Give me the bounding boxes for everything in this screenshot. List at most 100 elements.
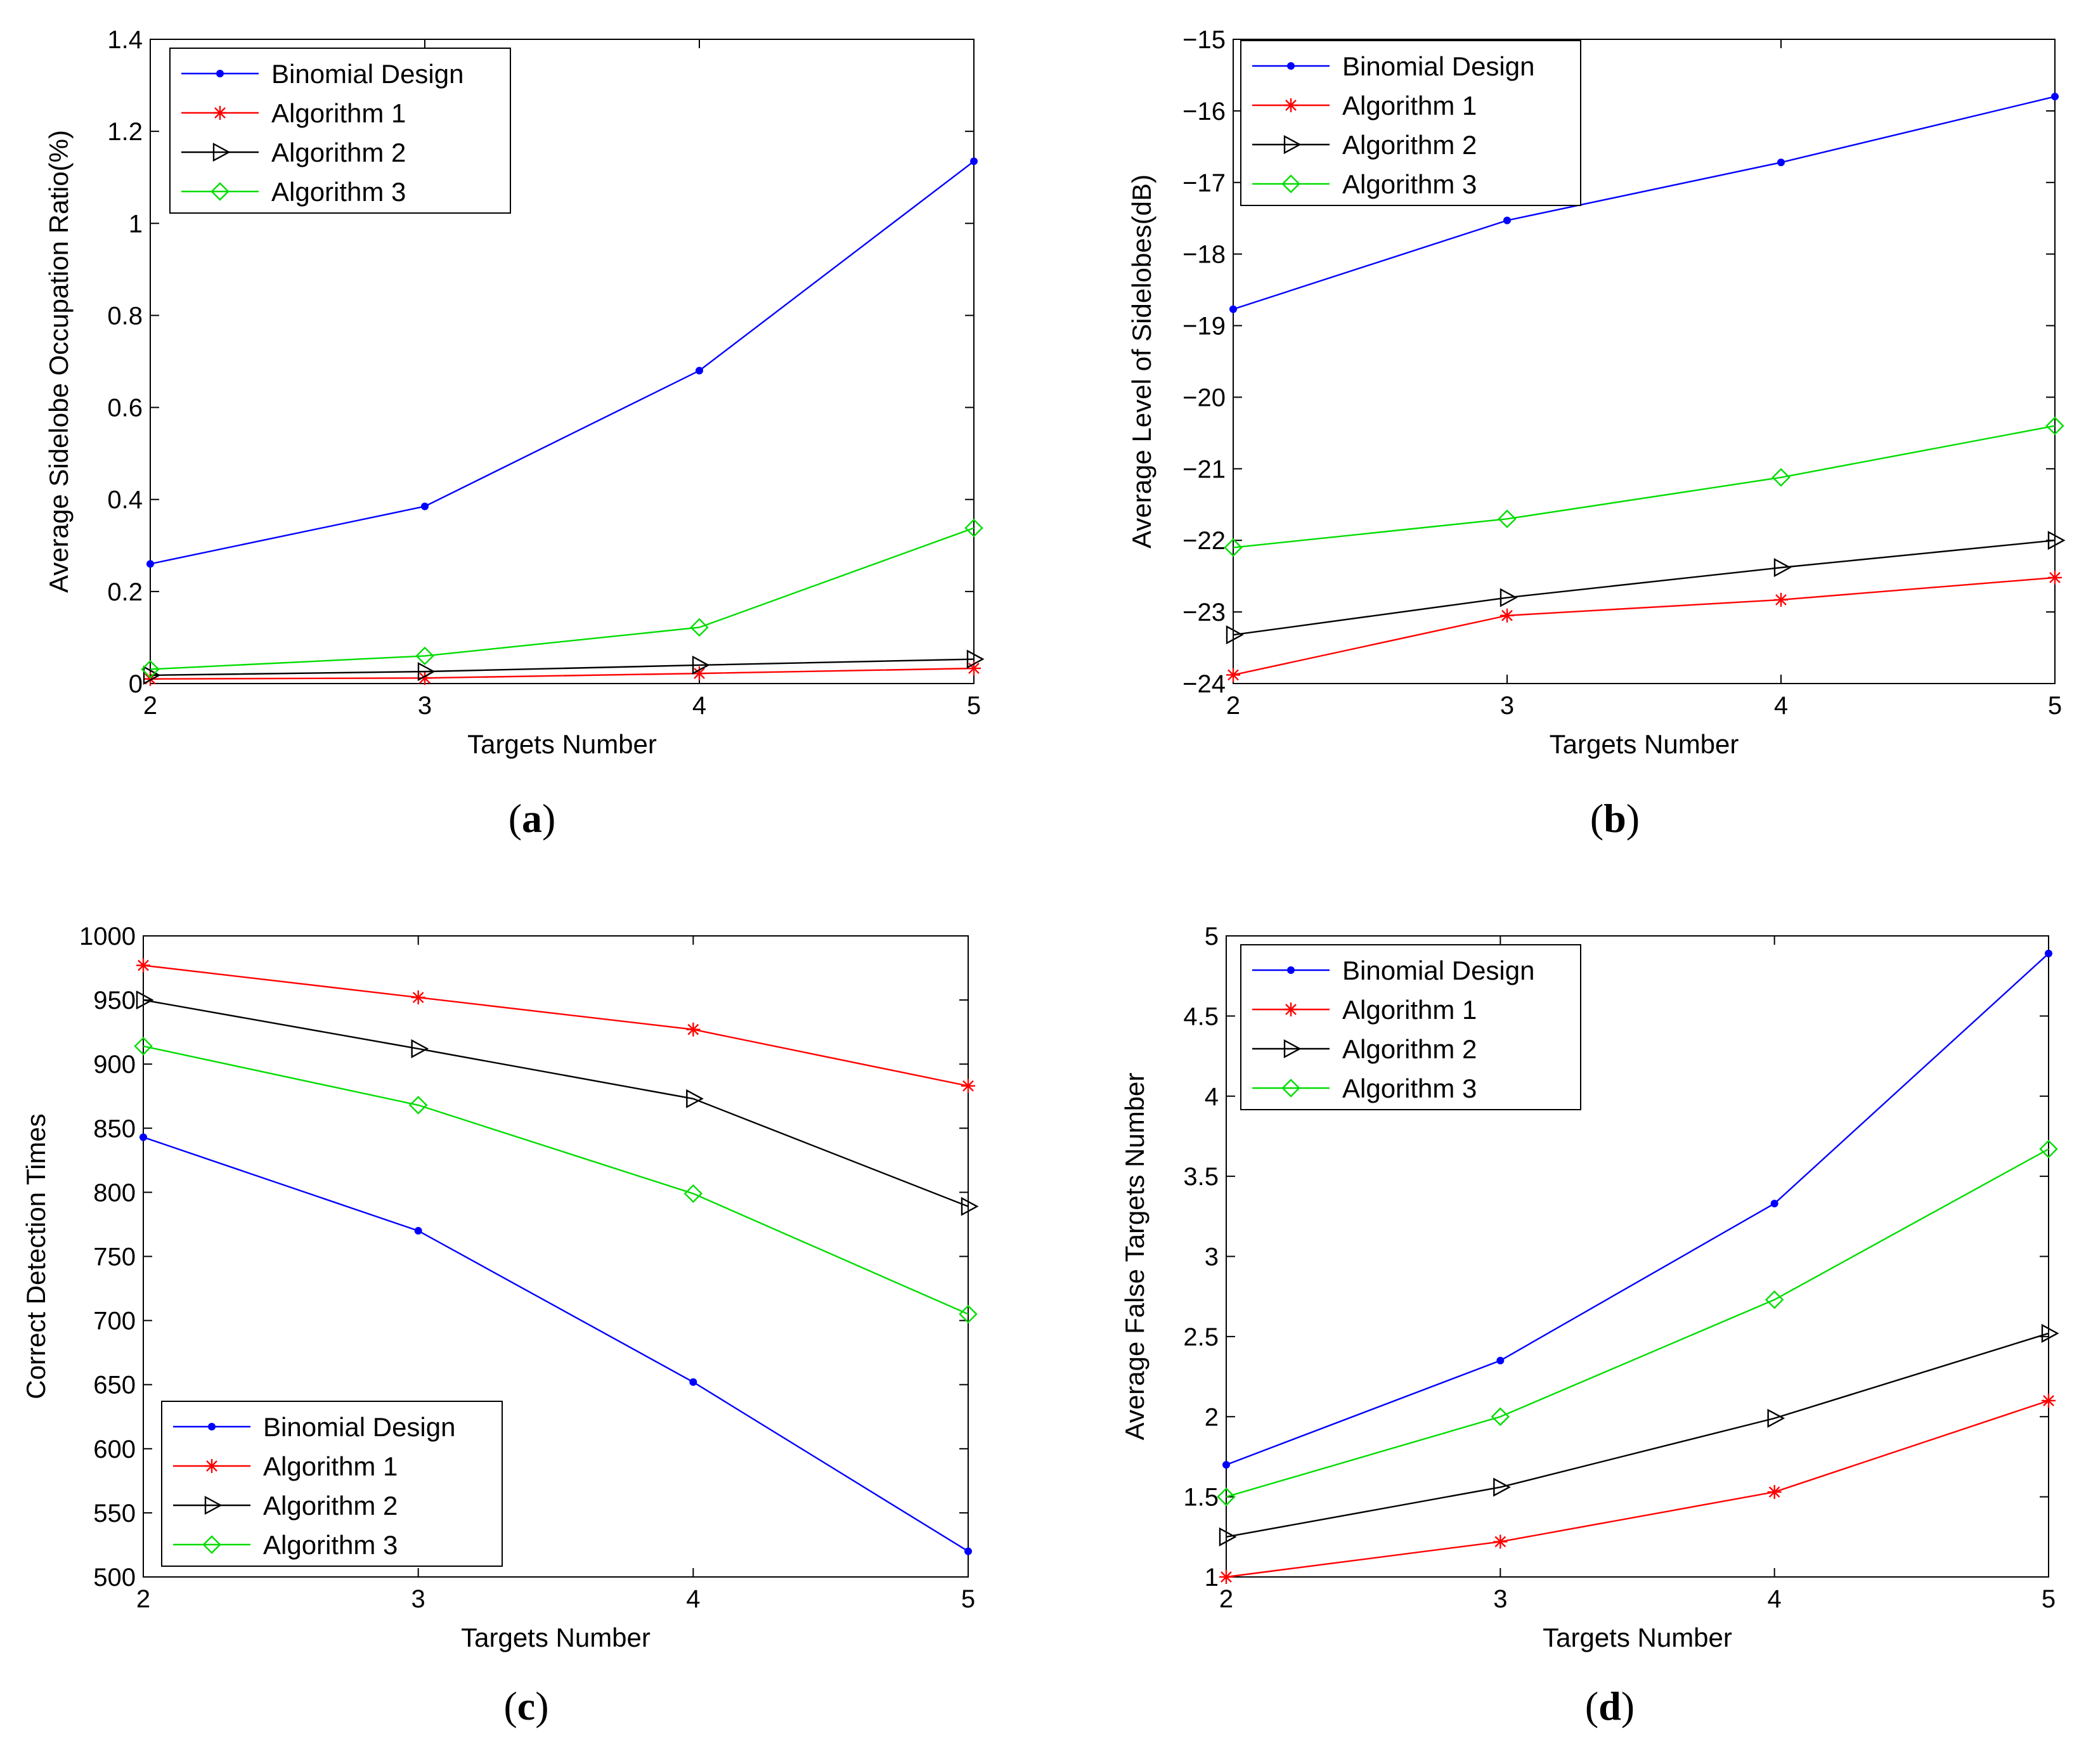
y-tick-label-b: −16 <box>1182 98 1226 126</box>
legend-marker-algorithm-1 <box>1284 1002 1298 1016</box>
legend-label-binomial-design: Binomial Design <box>271 59 463 89</box>
x-tick-label-d: 4 <box>1768 1585 1782 1613</box>
data-point-algorithm-3-b <box>2045 416 2064 436</box>
x-tick-label-a: 2 <box>143 692 157 720</box>
y-tick-label-d: 4 <box>1205 1083 1219 1111</box>
panel-a: 2 3 4 5 0 0.2 0.4 0.6 0.8 1 1.2 1.4 Targets Number Av… <box>44 26 985 759</box>
y-tick-label-a: 0 <box>129 670 143 698</box>
series-binomial-design-c <box>139 1133 972 1555</box>
y-tick-label-a: 1.4 <box>107 26 143 54</box>
y-tick-label-c: 600 <box>93 1436 136 1463</box>
x-axis-label-b: Targets Number <box>1550 729 1739 759</box>
data-point-binomial-design-c <box>689 1378 697 1386</box>
legend-box-d <box>1240 944 1581 1110</box>
legend-marker-algorithm-1 <box>205 1459 219 1473</box>
series-binomial-design-d <box>1222 949 2052 1469</box>
series-algorithm-3-d <box>1217 1139 2058 1507</box>
data-point-algorithm-3-b <box>1498 509 1517 529</box>
y-tick-label-c: 650 <box>93 1372 136 1399</box>
y-tick-label-a: 0.6 <box>107 394 143 422</box>
y-tick-label-a: 0.2 <box>107 578 143 606</box>
legend-marker-algorithm-3 <box>210 182 230 201</box>
y-tick-label-c: 750 <box>93 1243 136 1271</box>
legend-label-algorithm-2: Algorithm 2 <box>1342 130 1477 160</box>
data-point-algorithm-3-c <box>683 1184 703 1203</box>
series-line-algorithm-1-b <box>1233 576 2056 676</box>
x-tick-label-d: 3 <box>1493 1585 1507 1613</box>
series-line-algorithm-1-a <box>150 667 975 680</box>
x-tick-label-d: 5 <box>2042 1585 2056 1613</box>
series-algorithm-2-d <box>1219 1323 2059 1547</box>
panel-d: 2 3 4 5 1 1.5 2 2.5 3 3.5 4 4.5 5 Targets Number Avera… <box>1120 923 2059 1652</box>
data-point-binomial-design-c <box>139 1133 147 1141</box>
y-tick-label-d: 4.5 <box>1183 1002 1219 1030</box>
data-point-algorithm-1-c <box>686 1022 701 1037</box>
legend-box-b <box>1240 40 1581 206</box>
x-tick-label-b: 4 <box>1774 692 1788 720</box>
x-tick-label-d: 2 <box>1219 1585 1233 1613</box>
series-algorithm-2-c <box>136 990 979 1216</box>
data-point-algorithm-1-d <box>1767 1485 1782 1500</box>
data-point-algorithm-2-b <box>1773 558 1792 578</box>
series-algorithm-1-c <box>136 958 975 1093</box>
legend-marker-algorithm-3 <box>1281 1079 1300 1098</box>
legend-label-algorithm-2: Algorithm 2 <box>271 138 406 167</box>
y-tick-label-d: 2.5 <box>1183 1323 1219 1351</box>
y-tick-label-d: 5 <box>1205 923 1219 950</box>
x-tick-label-c: 3 <box>411 1585 425 1613</box>
legend-d: Binomial Design Algorithm 1 Algorithm 2 Alg… <box>1240 944 1581 1110</box>
legend-label-binomial-design: Binomial Design <box>1342 51 1534 81</box>
series-line-binomial-design-b <box>1233 96 2056 310</box>
series-line-algorithm-3-c <box>143 1045 969 1315</box>
y-tick-label-b: −17 <box>1182 169 1226 197</box>
data-point-algorithm-2-a <box>417 662 436 682</box>
series-line-binomial-design-c <box>143 1136 969 1552</box>
data-point-algorithm-1-c <box>961 1079 975 1093</box>
y-tick-label-a: 0.8 <box>107 302 143 330</box>
data-point-algorithm-3-c <box>134 1037 153 1056</box>
x-tick-label-c: 5 <box>961 1585 975 1613</box>
panel-label-c: (c) <box>503 1683 548 1728</box>
y-axis-label-a: Average Sidelobe Occupation Ratio(%) <box>44 130 74 593</box>
data-point-algorithm-1-c <box>411 990 425 1005</box>
series-line-algorithm-1-c <box>143 964 969 1087</box>
x-tick-label-a: 4 <box>692 692 706 720</box>
data-point-binomial-design-d <box>1496 1356 1505 1365</box>
legend-marker-algorithm-2 <box>212 142 231 162</box>
panel-c: 2 3 4 5 500 550 600 650 700 750 800 850 900 950 1000 Ta… <box>21 923 979 1652</box>
legend-label-algorithm-3: Algorithm 3 <box>263 1530 398 1560</box>
data-point-algorithm-2-a <box>692 655 710 675</box>
legend-label-algorithm-3: Algorithm 3 <box>1342 1073 1477 1103</box>
x-tick-label-b: 3 <box>1500 692 1514 720</box>
series-algorithm-1-b <box>1226 570 2062 682</box>
series-line-algorithm-3-a <box>150 527 975 670</box>
y-tick-label-d: 3.5 <box>1183 1163 1219 1191</box>
series-algorithm-2-b <box>1226 531 2066 645</box>
legend-label-binomial-design: Binomial Design <box>1342 956 1534 985</box>
data-point-algorithm-1-b <box>2048 570 2062 585</box>
y-tick-label-b: −22 <box>1182 527 1226 555</box>
y-tick-label-c: 800 <box>93 1179 136 1207</box>
panel-letter-a: a <box>522 796 542 841</box>
y-tick-label-d: 1 <box>1205 1564 1219 1592</box>
series-line-algorithm-1-d <box>1226 1399 2049 1578</box>
data-point-binomial-design-c <box>414 1227 422 1235</box>
data-point-algorithm-2-c <box>136 990 154 1010</box>
data-point-algorithm-1-d <box>2042 1393 2056 1408</box>
y-tick-label-a: 1.2 <box>107 118 143 146</box>
data-point-algorithm-1-c <box>136 958 150 973</box>
data-point-binomial-design-b <box>2051 93 2059 101</box>
data-point-algorithm-2-b <box>1499 588 1518 607</box>
panel-label-d: (d) <box>1585 1683 1635 1728</box>
x-axis-label-d: Targets Number <box>1543 1623 1732 1652</box>
data-point-binomial-design-b <box>1503 216 1511 224</box>
data-point-algorithm-2-c <box>961 1197 979 1216</box>
data-point-algorithm-3-d <box>2039 1139 2058 1158</box>
data-point-algorithm-2-b <box>2047 531 2066 550</box>
data-point-algorithm-1-a <box>967 661 981 676</box>
series-line-algorithm-3-d <box>1226 1148 2049 1498</box>
x-axis-label-a: Targets Number <box>467 729 657 759</box>
data-point-binomial-design-a <box>421 502 429 510</box>
series-line-algorithm-2-b <box>1233 540 2056 636</box>
legend-marker-algorithm-3 <box>202 1535 221 1554</box>
